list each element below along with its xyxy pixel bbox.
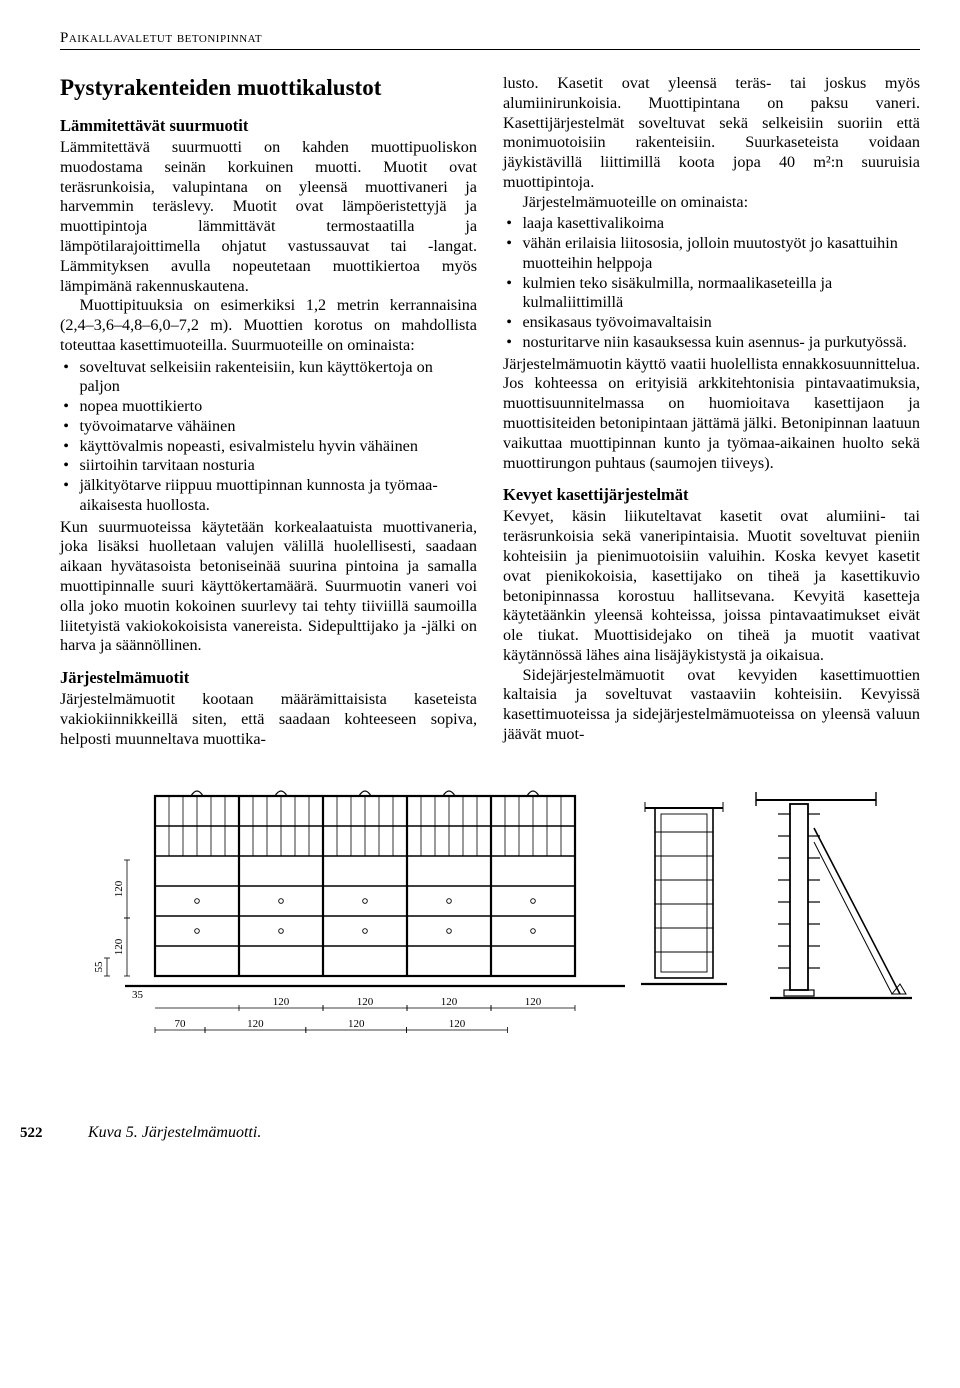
heading-kevyet: Kevyet kasettijärjestelmät <box>503 485 920 505</box>
bullet-list: laaja kasettivalikoimavähän erilaisia li… <box>503 214 920 352</box>
list-item: käyttövalmis nopeasti, esivalmistelu hyv… <box>79 437 477 457</box>
list-item: ensikasaus työvoimavaltaisin <box>522 313 920 333</box>
svg-text:35: 35 <box>132 989 144 1001</box>
para: Järjestelmämuotit kootaan määrämittaisis… <box>60 690 477 749</box>
list-item: kulmien teko sisäkulmilla, normaalikaset… <box>522 274 920 314</box>
svg-text:120: 120 <box>113 938 125 955</box>
para: Lämmitettävä suurmuotti on kahden muotti… <box>60 138 477 296</box>
bullet-list: soveltuvat selkeisiin rakenteisiin, kun … <box>60 358 477 516</box>
svg-text:120: 120 <box>357 996 374 1008</box>
col-right: lusto. Kasetit ovat yleensä teräs- tai j… <box>503 74 920 750</box>
para: lusto. Kasetit ovat yleensä teräs- tai j… <box>503 74 920 193</box>
svg-text:120: 120 <box>273 996 290 1008</box>
svg-text:55: 55 <box>93 961 105 973</box>
col-left: Pystyrakenteiden muottikalustot Lämmitet… <box>60 74 477 750</box>
list-item: vähän erilaisia liitososia, jolloin muut… <box>522 234 920 274</box>
para: Sidejärjestelmämuotit ovat kevyiden kase… <box>503 666 920 745</box>
para: Muottipituuksia on esimerkiksi 1,2 metri… <box>60 296 477 355</box>
para: Järjestelmämuotin käyttö vaatii huolelli… <box>503 355 920 474</box>
heading-jarjestelma: Järjestelmämuotit <box>60 668 477 688</box>
list-item: siirtoihin tarvitaan nosturia <box>79 456 477 476</box>
para: Kevyet, käsin liikuteltavat kasetit ovat… <box>503 507 920 665</box>
svg-text:120: 120 <box>449 1018 466 1030</box>
list-item: jälkityötarve riippuu muottipinnan kunno… <box>79 476 477 516</box>
para: Järjestelmämuoteille on ominaista: <box>503 193 920 213</box>
heading-lammitettavat: Lämmitettävät suurmuotit <box>60 116 477 136</box>
figure-5-caption: Kuva 5. Järjestelmämuotti. <box>88 1124 261 1142</box>
figure-5-svg: 120 120 55 35 120 120 120 120 70 120 120 120 <box>60 778 920 1098</box>
text-columns: Pystyrakenteiden muottikalustot Lämmitet… <box>60 74 920 750</box>
page-number: 522 <box>20 1125 60 1142</box>
svg-text:120: 120 <box>441 996 458 1008</box>
section-title: Pystyrakenteiden muottikalustot <box>60 74 477 102</box>
list-item: työvoimatarve vähäinen <box>79 417 477 437</box>
svg-text:120: 120 <box>113 880 125 897</box>
list-item: soveltuvat selkeisiin rakenteisiin, kun … <box>79 358 477 398</box>
list-item: nopea muottikierto <box>79 397 477 417</box>
para: Kun suurmuoteissa käytetään korkealaatui… <box>60 518 477 656</box>
svg-text:120: 120 <box>525 996 542 1008</box>
list-item: nosturitarve niin kasauksessa kuin asenn… <box>522 333 920 353</box>
svg-text:120: 120 <box>247 1018 264 1030</box>
svg-text:70: 70 <box>175 1018 187 1030</box>
figure-5: 120 120 55 35 120 120 120 120 70 120 120 120 <box>60 778 920 1098</box>
svg-text:120: 120 <box>348 1018 365 1030</box>
running-head: Paikallavaletut betonipinnat <box>60 30 920 50</box>
list-item: laaja kasettivalikoima <box>522 214 920 234</box>
